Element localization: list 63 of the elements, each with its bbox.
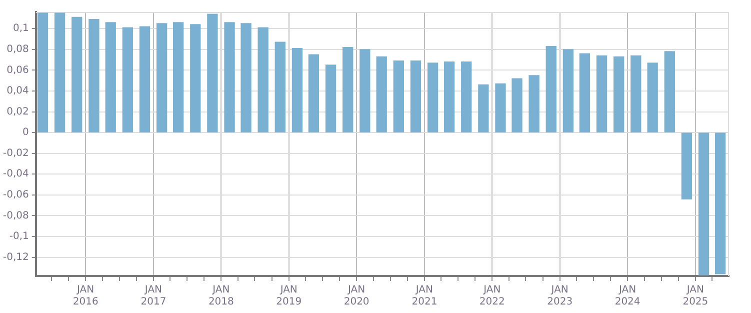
bar	[308, 54, 320, 132]
bar	[410, 60, 422, 132]
x-tick-label: JAN 2019	[276, 284, 302, 308]
bar	[37, 12, 48, 132]
bar	[596, 55, 608, 132]
x-tick-label: JAN 2024	[614, 284, 640, 308]
bar	[360, 49, 370, 132]
bar	[54, 12, 66, 132]
y-tick-label: 0,1	[12, 23, 29, 34]
bar	[376, 56, 387, 132]
bar	[156, 23, 168, 132]
y-tick-label: 0,04	[6, 86, 29, 97]
bar	[579, 53, 590, 132]
bar	[714, 132, 726, 274]
bar	[207, 14, 218, 132]
x-tick-label: JAN 2017	[140, 284, 166, 308]
bar	[72, 16, 82, 132]
bar	[342, 47, 354, 132]
bar	[495, 83, 506, 132]
bar	[190, 24, 201, 132]
x-tick-label: JAN 2021	[412, 284, 438, 308]
bar	[630, 55, 642, 132]
bar	[122, 27, 134, 132]
bar	[274, 42, 286, 132]
bar	[681, 132, 692, 200]
bar	[478, 84, 489, 132]
bar	[224, 22, 235, 132]
x-tick-label: JAN 2022	[479, 284, 505, 308]
bar	[105, 22, 116, 132]
bar	[258, 27, 268, 132]
x-tick-label: JAN 2016	[72, 284, 98, 308]
bar	[512, 78, 522, 132]
y-tick-label: 0,02	[6, 106, 29, 118]
bar	[292, 48, 303, 132]
bar	[325, 64, 336, 132]
bar	[139, 26, 150, 132]
y-tick-label: -0,12	[3, 252, 29, 263]
y-tick-label: 0,08	[6, 44, 29, 56]
bar	[444, 62, 455, 132]
bar	[172, 22, 184, 132]
bar	[647, 62, 658, 132]
bar	[698, 132, 710, 276]
bar	[528, 75, 540, 132]
bar	[546, 46, 556, 132]
bar	[613, 56, 624, 132]
y-tick-label: -0,08	[3, 210, 29, 222]
x-tick-label: JAN 2023	[547, 284, 573, 308]
bar	[427, 62, 438, 132]
y-tick-label: -0,02	[3, 148, 29, 159]
x-tick-label: JAN 2018	[208, 284, 234, 308]
y-tick-label: -0,04	[3, 168, 29, 180]
y-tick-label: 0	[22, 127, 29, 138]
bar	[664, 51, 675, 132]
y-tick-label: -0,06	[3, 190, 29, 201]
bar	[240, 23, 252, 132]
y-tick-label: 0,06	[6, 64, 29, 76]
bar	[461, 62, 472, 132]
x-tick-label: JAN 2025	[682, 284, 708, 308]
x-tick-label: JAN 2020	[344, 284, 370, 308]
bar	[562, 49, 574, 132]
y-tick-label: -0,1	[9, 231, 29, 242]
bar	[88, 18, 100, 132]
bar	[393, 60, 404, 132]
